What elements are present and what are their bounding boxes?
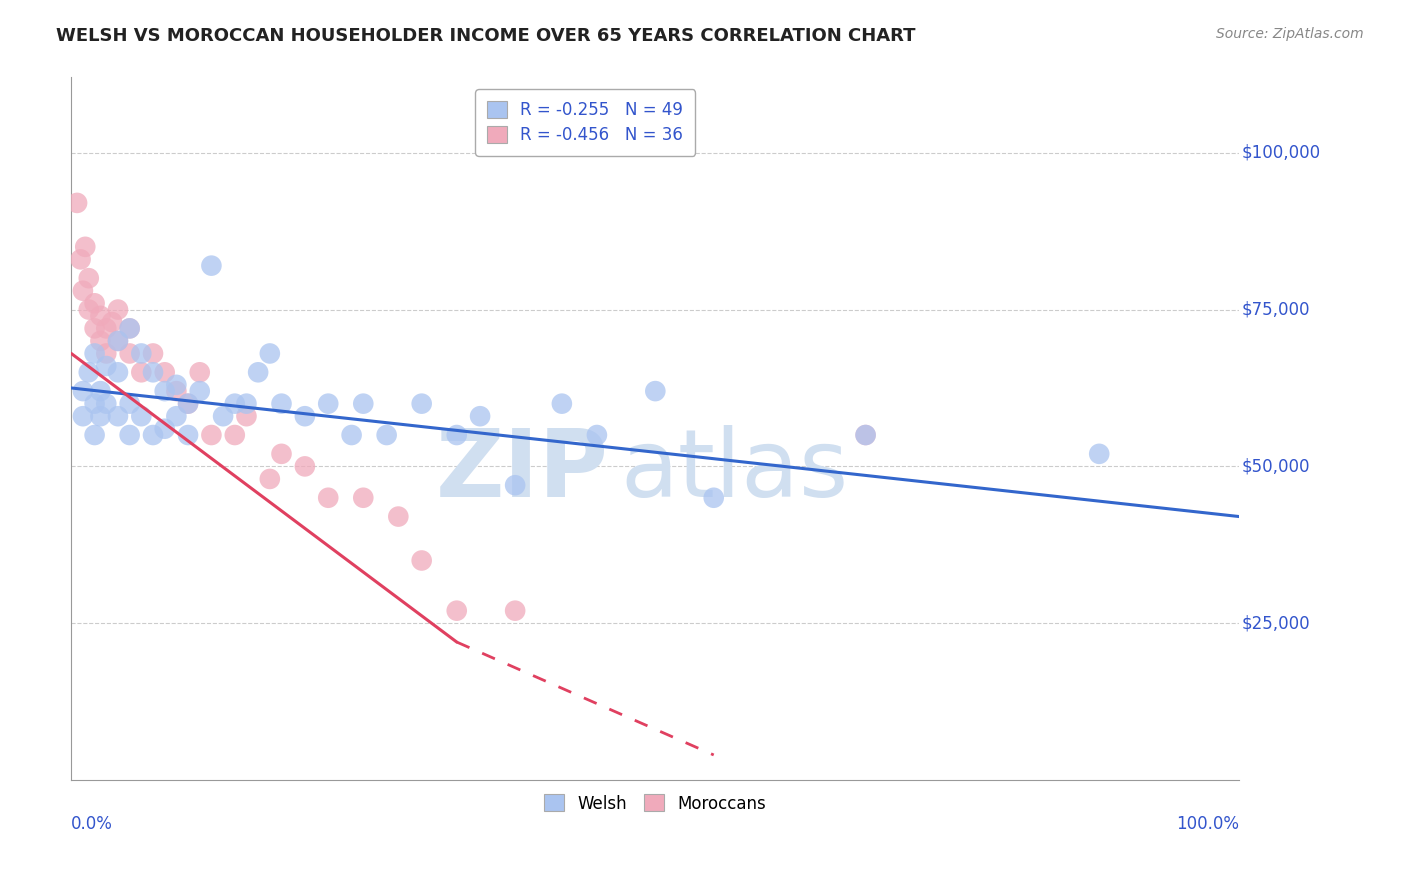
Point [72,284,94,298]
Point [77,271,100,285]
Point [72,384,94,398]
Point [153,422,176,436]
Point [118,321,141,335]
Point [118,428,141,442]
Text: ZIP: ZIP [436,425,609,516]
Point [177,397,200,411]
Point [411,397,433,411]
Legend: Welsh, Moroccans: Welsh, Moroccans [536,786,775,821]
Point [142,365,165,379]
Point [107,334,129,348]
Point [188,365,211,379]
Point [446,604,468,618]
Point [96,346,118,360]
Point [72,409,94,424]
Point [468,409,491,424]
Text: $25,000: $25,000 [1241,615,1310,632]
Point [224,397,246,411]
Point [83,346,105,360]
Point [83,296,105,310]
Point [131,346,153,360]
Point [165,384,187,398]
Point [83,321,105,335]
Text: 100.0%: 100.0% [1177,815,1240,833]
Point [118,321,141,335]
Point [586,428,609,442]
Point [89,384,111,398]
Point [352,491,374,505]
Point [165,377,187,392]
Text: WELSH VS MOROCCAN HOUSEHOLDER INCOME OVER 65 YEARS CORRELATION CHART: WELSH VS MOROCCAN HOUSEHOLDER INCOME OVE… [56,27,915,45]
Point [77,365,100,379]
Point [75,240,97,254]
Text: $100,000: $100,000 [1241,144,1320,161]
Point [96,321,118,335]
Point [89,309,111,323]
Point [224,428,246,442]
Point [855,428,877,442]
Point [188,384,211,398]
Point [503,478,526,492]
Point [551,397,574,411]
Point [235,397,257,411]
Point [387,509,409,524]
Point [89,334,111,348]
Point [340,428,363,442]
Point [375,428,398,442]
Point [247,365,270,379]
Point [118,346,141,360]
Point [446,428,468,442]
Point [177,428,200,442]
Point [142,428,165,442]
Point [107,365,129,379]
Point [270,447,292,461]
Point [131,365,153,379]
Point [107,409,129,424]
Point [259,346,281,360]
Text: $75,000: $75,000 [1241,301,1310,318]
Point [77,302,100,317]
Point [200,428,222,442]
Point [107,334,129,348]
Point [200,259,222,273]
Point [235,409,257,424]
Point [855,428,877,442]
Point [270,397,292,411]
Point [69,252,91,267]
Point [1088,447,1111,461]
Point [177,397,200,411]
Point [411,553,433,567]
Text: 0.0%: 0.0% [72,815,112,833]
Point [83,428,105,442]
Point [294,459,316,474]
Point [503,604,526,618]
Point [165,409,187,424]
Point [644,384,666,398]
Point [101,315,124,329]
Point [316,397,339,411]
Point [66,195,89,210]
Text: atlas: atlas [620,425,849,516]
Point [703,491,725,505]
Point [83,397,105,411]
Point [153,365,176,379]
Point [316,491,339,505]
Point [142,346,165,360]
Point [352,397,374,411]
Text: Source: ZipAtlas.com: Source: ZipAtlas.com [1216,27,1364,41]
Point [96,359,118,373]
Point [153,384,176,398]
Point [89,409,111,424]
Point [96,397,118,411]
Point [131,409,153,424]
Point [294,409,316,424]
Point [212,409,235,424]
Point [118,397,141,411]
Point [107,302,129,317]
Text: $50,000: $50,000 [1241,458,1310,475]
Point [259,472,281,486]
